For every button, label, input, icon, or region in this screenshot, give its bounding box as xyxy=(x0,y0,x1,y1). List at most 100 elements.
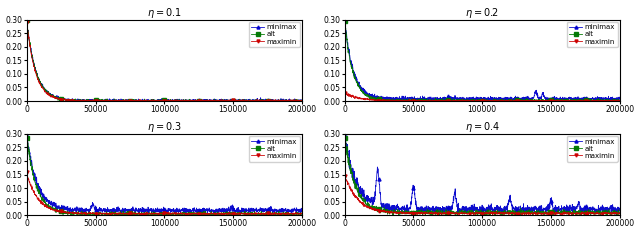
Line: alt: alt xyxy=(343,19,621,102)
minimax xyxy=(138,213,145,216)
minimax xyxy=(612,213,620,216)
Line: minimax: minimax xyxy=(343,16,621,102)
maximin xyxy=(341,174,349,177)
alt xyxy=(81,214,88,217)
minimax xyxy=(23,17,31,20)
minimax xyxy=(566,204,574,206)
minimax xyxy=(179,208,186,211)
minimax xyxy=(341,17,349,19)
Legend: minimax, alt, maximin: minimax, alt, maximin xyxy=(249,136,300,161)
maximin xyxy=(566,212,574,215)
alt xyxy=(234,213,241,216)
minimax xyxy=(616,96,623,99)
minimax xyxy=(547,99,555,102)
maximin xyxy=(233,213,241,216)
alt xyxy=(179,99,186,102)
alt xyxy=(551,212,559,215)
minimax xyxy=(248,100,256,102)
minimax xyxy=(233,99,241,102)
maximin xyxy=(257,212,264,215)
alt xyxy=(395,214,403,217)
minimax xyxy=(547,200,554,203)
minimax xyxy=(179,99,186,102)
maximin xyxy=(341,91,349,94)
Legend: minimax, alt, maximin: minimax, alt, maximin xyxy=(249,22,300,47)
alt xyxy=(394,209,402,212)
Title: $\eta=0.1$: $\eta=0.1$ xyxy=(147,6,182,20)
Title: $\eta=0.3$: $\eta=0.3$ xyxy=(147,120,182,134)
Line: alt: alt xyxy=(25,18,303,102)
alt xyxy=(229,100,237,102)
Line: alt: alt xyxy=(25,133,303,217)
alt xyxy=(257,98,264,101)
alt xyxy=(179,213,186,216)
maximin xyxy=(257,99,264,102)
maximin xyxy=(547,99,555,102)
minimax xyxy=(229,99,237,102)
alt xyxy=(575,209,582,212)
alt xyxy=(233,100,241,102)
maximin xyxy=(23,171,31,174)
alt xyxy=(616,99,623,102)
maximin xyxy=(76,99,84,102)
minimax xyxy=(257,209,264,212)
minimax xyxy=(341,132,349,134)
alt xyxy=(248,212,256,215)
alt xyxy=(575,99,582,101)
alt xyxy=(248,99,256,102)
minimax xyxy=(229,207,237,210)
maximin xyxy=(248,212,256,215)
Line: maximin: maximin xyxy=(25,21,303,102)
alt xyxy=(23,133,31,136)
alt xyxy=(67,100,74,102)
minimax xyxy=(76,207,84,209)
maximin xyxy=(298,212,306,214)
alt xyxy=(547,211,555,214)
maximin xyxy=(341,92,349,95)
maximin xyxy=(70,100,78,102)
minimax xyxy=(248,210,256,213)
alt xyxy=(23,137,31,139)
maximin xyxy=(551,100,559,102)
minimax xyxy=(566,98,574,100)
minimax xyxy=(551,99,559,101)
maximin xyxy=(394,211,402,214)
minimax xyxy=(233,209,241,212)
minimax xyxy=(341,19,349,22)
maximin xyxy=(515,214,522,216)
alt xyxy=(566,99,574,101)
minimax xyxy=(23,135,31,137)
maximin xyxy=(233,100,241,102)
alt xyxy=(497,211,504,214)
alt xyxy=(551,99,559,102)
minimax xyxy=(575,98,582,101)
Line: minimax: minimax xyxy=(25,17,303,102)
maximin xyxy=(179,212,186,215)
alt xyxy=(341,137,349,139)
minimax xyxy=(394,98,402,101)
maximin xyxy=(497,212,504,215)
Line: minimax: minimax xyxy=(343,131,621,216)
alt xyxy=(298,213,306,216)
maximin xyxy=(229,100,237,102)
maximin xyxy=(248,99,256,102)
minimax xyxy=(551,206,559,209)
minimax xyxy=(76,98,84,101)
minimax xyxy=(394,206,401,209)
minimax xyxy=(298,100,306,102)
minimax xyxy=(496,209,504,212)
maximin xyxy=(551,212,559,214)
maximin xyxy=(179,99,186,102)
alt xyxy=(547,100,555,102)
Line: maximin: maximin xyxy=(343,174,621,216)
minimax xyxy=(574,204,582,206)
maximin xyxy=(76,212,84,215)
alt xyxy=(497,99,504,102)
alt xyxy=(341,134,349,137)
minimax xyxy=(298,209,306,212)
Title: $\eta=0.4$: $\eta=0.4$ xyxy=(465,120,500,134)
maximin xyxy=(616,99,623,102)
alt xyxy=(394,98,402,101)
maximin xyxy=(575,212,582,215)
alt xyxy=(229,212,237,215)
